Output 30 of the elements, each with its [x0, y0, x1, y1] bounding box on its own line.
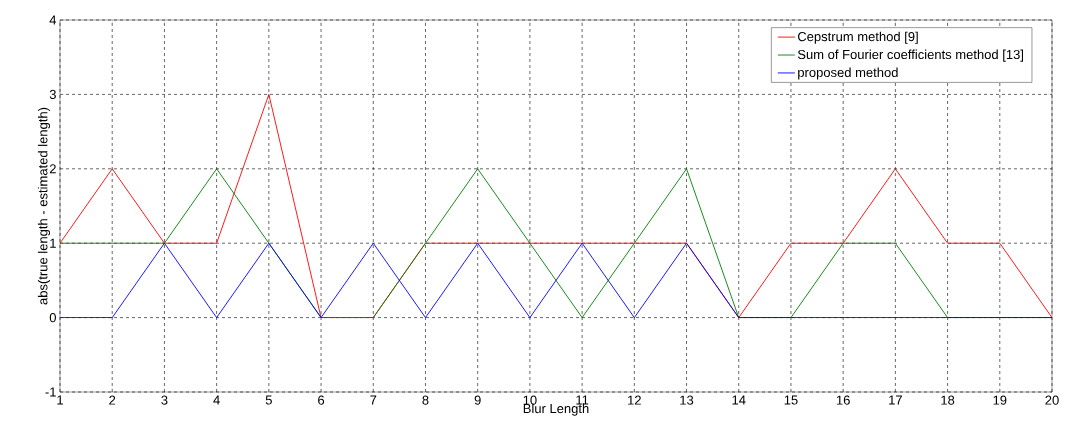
x-tick-label: 9: [474, 395, 481, 405]
x-tick-label: 2: [109, 395, 116, 405]
x-tick-label: 7: [370, 395, 377, 405]
x-tick-label: 3: [161, 395, 168, 405]
x-tick-label: 14: [732, 395, 746, 405]
legend-label: proposed method: [798, 67, 898, 80]
y-tick-label: 3: [49, 89, 56, 99]
y-tick-label: 0: [49, 313, 56, 323]
x-tick-label: 11: [576, 395, 589, 405]
x-tick-label: 13: [680, 395, 694, 405]
x-tick-label: 4: [213, 395, 220, 405]
x-tick-label: 5: [265, 395, 272, 405]
y-tick-label: 4: [49, 15, 57, 25]
x-tick-label: 20: [1045, 395, 1059, 405]
y-tick-label: 2: [49, 164, 56, 174]
x-tick-label: 18: [941, 395, 955, 405]
x-axis-title: Blur Length: [523, 403, 589, 416]
legend-label: Sum of Fourier coefficients method [13]: [797, 49, 1024, 62]
legend-label: Cepstrum method [9]: [797, 31, 918, 44]
x-tick-label: 15: [784, 395, 798, 405]
x-tick-label: 17: [889, 395, 902, 405]
y-tick-label: -1: [45, 387, 56, 397]
x-tick-label: 16: [836, 395, 850, 405]
y-tick-label: 1: [50, 238, 56, 248]
x-tick-label: 6: [318, 395, 325, 405]
x-tick-label: 12: [628, 395, 641, 405]
x-tick-label: 19: [993, 395, 1007, 405]
x-tick-label: 8: [422, 395, 429, 405]
x-tick-label: 1: [57, 395, 63, 405]
y-axis-title: abs(true length - estimated length): [37, 107, 51, 305]
